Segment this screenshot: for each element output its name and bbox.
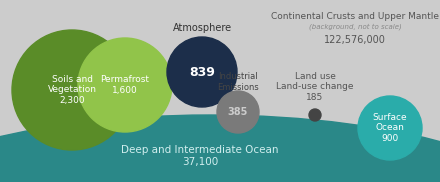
Ellipse shape — [0, 115, 440, 182]
Ellipse shape — [217, 91, 259, 133]
Ellipse shape — [78, 38, 172, 132]
Text: Deep and Intermediate Ocean
37,100: Deep and Intermediate Ocean 37,100 — [121, 145, 279, 167]
Text: Soils and
Vegetation
2,300: Soils and Vegetation 2,300 — [48, 75, 96, 105]
Text: Atmosphere: Atmosphere — [172, 23, 231, 33]
Text: 122,576,000: 122,576,000 — [324, 35, 386, 45]
Text: Permafrost
1,600: Permafrost 1,600 — [100, 75, 150, 95]
Ellipse shape — [358, 96, 422, 160]
Text: Surface
Ocean
900: Surface Ocean 900 — [373, 113, 407, 143]
Text: (background, not to scale): (background, not to scale) — [308, 23, 401, 30]
Text: Industrial
Emissions: Industrial Emissions — [217, 72, 259, 92]
Ellipse shape — [12, 30, 132, 150]
Text: Continental Crusts and Upper Mantle: Continental Crusts and Upper Mantle — [271, 12, 439, 21]
Text: Land use
Land-use change
185: Land use Land-use change 185 — [276, 72, 354, 102]
Ellipse shape — [309, 109, 321, 121]
Text: 839: 839 — [189, 66, 215, 78]
Ellipse shape — [167, 37, 237, 107]
Text: 385: 385 — [228, 107, 248, 117]
